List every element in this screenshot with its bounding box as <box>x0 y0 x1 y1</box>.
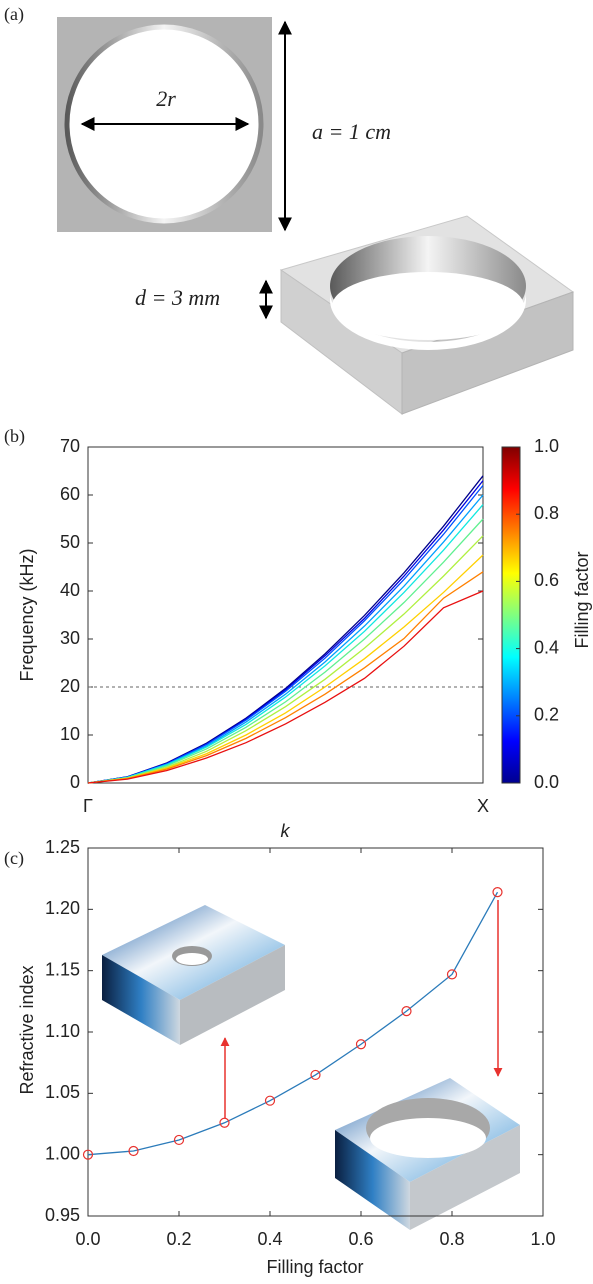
diameter-label: 2r <box>156 86 176 111</box>
colorbar-tick-label: 0.4 <box>534 637 559 657</box>
block-hole-floor <box>332 272 524 340</box>
x-tick-label: 0.0 <box>75 1229 100 1249</box>
inset-side <box>335 1130 410 1230</box>
x-tick-label: 0.8 <box>439 1229 464 1249</box>
inset-side <box>180 945 285 1045</box>
colorbar-tick-label: 0.0 <box>534 772 559 792</box>
data-point <box>264 1095 276 1106</box>
x-axis-label: k <box>281 821 291 841</box>
y-tick-label: 30 <box>60 628 80 648</box>
y-tick-label: 50 <box>60 532 80 552</box>
series-line <box>87 518 484 784</box>
data-point <box>219 1117 230 1128</box>
colorbar-tick-label: 1.0 <box>534 436 559 456</box>
plot-frame <box>87 446 484 784</box>
y-tick-label: 1.20 <box>45 898 80 918</box>
colorbar <box>501 446 521 784</box>
series-line <box>87 891 499 1156</box>
series-line <box>87 475 484 784</box>
data-point <box>128 1145 139 1157</box>
series-line <box>87 590 484 784</box>
data-point <box>492 887 503 898</box>
colorbar-label: Filling factor <box>572 551 592 648</box>
y-tick-label: 1.10 <box>45 1021 80 1041</box>
y-tick-label: 1.05 <box>45 1082 80 1102</box>
x-tick-label: Γ <box>83 796 93 816</box>
y-tick-label: 60 <box>60 484 80 504</box>
panel-label: (b) <box>4 426 25 447</box>
panel-a: (a) 2r a = 1 cm d = 3 mm <box>4 4 575 416</box>
series-line <box>87 554 484 784</box>
inset-side <box>102 955 180 1045</box>
inset-hole <box>370 1118 486 1158</box>
y-tick-label: 1.00 <box>45 1143 80 1163</box>
data-point <box>401 1006 412 1017</box>
colorbar-tick-label: 0.2 <box>534 705 559 725</box>
inset-high <box>335 1078 520 1230</box>
data-point <box>310 1069 321 1081</box>
y-tick-label: 70 <box>60 436 80 456</box>
x-tick-label: 0.6 <box>348 1229 373 1249</box>
inset-side <box>410 1125 520 1230</box>
data-point <box>82 1149 94 1160</box>
panel-label: (c) <box>4 848 24 869</box>
y-tick-label: 40 <box>60 580 80 600</box>
series-line <box>87 484 484 784</box>
thickness-label: d = 3 mm <box>135 285 220 310</box>
series-line <box>87 535 484 784</box>
panel-label: (a) <box>4 4 24 25</box>
colorbar-tick-label: 0.8 <box>534 503 559 523</box>
y-tick-label: 1.15 <box>45 959 80 979</box>
y-axis-label: Frequency (kHz) <box>17 548 37 681</box>
y-tick-label: 0.95 <box>45 1205 80 1225</box>
block-hole-bottom <box>330 292 526 350</box>
x-axis-label: Filling factor <box>266 1257 363 1277</box>
series-line <box>87 504 484 784</box>
inset-hole <box>176 953 208 965</box>
inset-low <box>102 905 285 1045</box>
series-line <box>87 571 484 784</box>
y-axis-label: Refractive index <box>17 965 37 1094</box>
data-point <box>173 1134 185 1146</box>
y-tick-label: 1.25 <box>45 837 80 857</box>
colorbar-tick-label: 0.6 <box>534 570 559 590</box>
x-tick-label: 1.0 <box>530 1229 555 1249</box>
y-tick-label: 20 <box>60 676 80 696</box>
data-point <box>355 1039 367 1050</box>
x-tick-label: 0.2 <box>166 1229 191 1249</box>
y-tick-label: 0 <box>70 772 80 792</box>
series-line <box>87 494 484 784</box>
data-point <box>446 969 458 980</box>
period-label: a = 1 cm <box>312 119 391 144</box>
series-line <box>87 480 484 784</box>
x-tick-label: X <box>477 796 489 816</box>
x-tick-label: 0.4 <box>257 1229 282 1249</box>
y-tick-label: 10 <box>60 724 80 744</box>
